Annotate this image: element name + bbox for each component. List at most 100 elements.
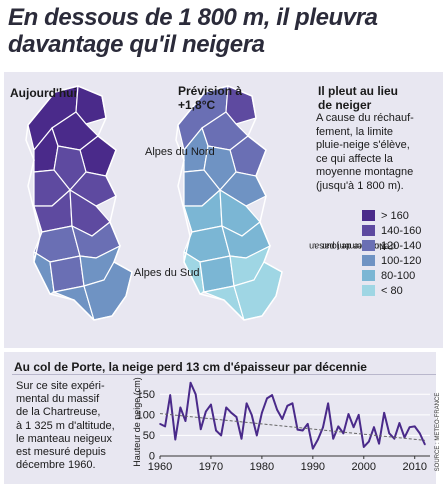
source-text: SOURCE : METEO-FRANCE bbox=[435, 392, 441, 472]
data-point bbox=[342, 432, 345, 435]
data-point bbox=[189, 381, 192, 384]
x-tick-label: 1960 bbox=[148, 461, 172, 473]
data-point bbox=[159, 423, 161, 425]
legend-item-label: < 80 bbox=[381, 284, 403, 297]
snow-depth-line bbox=[159, 381, 426, 450]
data-point bbox=[225, 406, 228, 409]
subtitle-divider bbox=[12, 374, 436, 375]
data-point bbox=[373, 426, 375, 429]
data-point bbox=[276, 409, 278, 411]
map-today-label: Aujourd'hui bbox=[10, 86, 77, 100]
data-point bbox=[413, 425, 416, 428]
legend-swatch bbox=[362, 270, 375, 281]
data-point bbox=[220, 434, 222, 437]
legend-item-label: 140-160 bbox=[381, 224, 422, 237]
y-tick-label: 150 bbox=[137, 389, 155, 401]
map-today bbox=[25, 85, 133, 321]
data-point bbox=[383, 412, 385, 414]
legend-item: 80-100 bbox=[362, 268, 421, 283]
description-line: à 1 325 m d'altitude, bbox=[16, 419, 115, 432]
chart-subtitle: Au col de Porte, la neige perd 13 cm d'é… bbox=[14, 360, 367, 374]
legend-swatch bbox=[362, 225, 375, 236]
x-tick-label: 2000 bbox=[352, 461, 376, 473]
data-point bbox=[266, 397, 268, 400]
data-point bbox=[362, 446, 365, 448]
map-outline bbox=[25, 85, 133, 321]
data-point bbox=[240, 437, 243, 440]
data-point bbox=[179, 406, 182, 409]
trend-line bbox=[159, 413, 425, 441]
chart-description: Sur ce site expéri- mental du massif de … bbox=[16, 380, 134, 472]
y-tick-label: 100 bbox=[137, 409, 155, 421]
data-point bbox=[291, 402, 294, 405]
legend-item-label: 80-100 bbox=[381, 269, 416, 282]
data-point bbox=[357, 414, 360, 416]
data-point bbox=[408, 426, 411, 429]
map-region bbox=[69, 171, 117, 207]
data-point bbox=[368, 440, 370, 443]
data-point bbox=[419, 432, 421, 435]
legend-item-label: > 160 bbox=[381, 209, 409, 222]
data-point bbox=[337, 425, 340, 428]
data-point bbox=[312, 447, 314, 450]
data-point bbox=[261, 412, 263, 414]
region-south-label: Alpes du Sud bbox=[134, 267, 200, 279]
data-point bbox=[378, 442, 380, 445]
map-forecast-label-line1: Prévision à bbox=[178, 84, 243, 98]
data-point bbox=[352, 426, 355, 429]
data-point bbox=[235, 416, 238, 418]
legend: > 160 140-160 120-140 100-120 80-100 < 8… bbox=[362, 208, 421, 298]
sidebar-text-line: moyenne montagne bbox=[316, 166, 414, 178]
description-line: est mesuré depuis bbox=[16, 446, 106, 459]
legend-swatch bbox=[362, 285, 375, 296]
data-point bbox=[194, 393, 197, 396]
sidebar-text-line: (jusqu'à 1 800 m). bbox=[316, 179, 404, 192]
description-line: le manteau neigeux bbox=[16, 432, 113, 445]
legend-item: 140-160 bbox=[362, 223, 421, 238]
sidebar-title-line1: Il pleut au lieu bbox=[318, 84, 399, 98]
data-point bbox=[164, 425, 166, 428]
legend-swatch bbox=[362, 255, 375, 266]
data-point bbox=[388, 432, 391, 435]
y-tick-label: 0 bbox=[149, 451, 155, 463]
data-point bbox=[347, 413, 350, 415]
map-outline bbox=[175, 85, 283, 321]
data-point bbox=[215, 429, 217, 432]
legend-item-label: 100-120 bbox=[381, 254, 422, 267]
data-point bbox=[199, 428, 202, 431]
data-point bbox=[286, 405, 289, 407]
sidebar-text-line: fement, la limite bbox=[316, 125, 394, 138]
map-region bbox=[219, 171, 267, 207]
data-point bbox=[230, 412, 233, 414]
sidebar-text: A cause du réchauf- fement, la limite pl… bbox=[316, 112, 438, 193]
data-point bbox=[205, 410, 207, 413]
sidebar-text-line: A cause du réchauf- bbox=[316, 112, 414, 124]
data-point bbox=[327, 402, 329, 405]
data-point bbox=[281, 418, 284, 420]
legend-swatch bbox=[362, 240, 375, 251]
data-point bbox=[317, 438, 319, 441]
description-line: Sur ce site expéri- bbox=[16, 380, 105, 392]
data-point bbox=[184, 420, 187, 422]
map-forecast-label-line2: +1,8°C bbox=[178, 98, 216, 112]
sidebar-title-line2: de neiger bbox=[318, 98, 372, 112]
sidebar-title: Il pleut au lieu de neiger bbox=[318, 84, 438, 112]
data-point bbox=[169, 394, 171, 396]
source-credit: SOURCE : METEO-FRANCE bbox=[432, 392, 444, 472]
data-point bbox=[301, 429, 304, 432]
legend-item: < 80 bbox=[362, 283, 421, 298]
x-tick-label: 2010 bbox=[402, 461, 426, 473]
data-point bbox=[424, 443, 426, 446]
region-north-label: Alpes du Nord bbox=[145, 146, 215, 158]
sidebar-text-line: ce qui affecte la bbox=[316, 152, 393, 165]
data-point bbox=[255, 434, 258, 437]
data-point bbox=[250, 414, 253, 416]
data-point bbox=[296, 428, 299, 431]
description-line: mental du massif bbox=[16, 393, 100, 406]
x-tick-label: 1980 bbox=[250, 461, 274, 473]
map-forecast bbox=[175, 85, 283, 321]
legend-item: > 160 bbox=[362, 208, 421, 223]
description-line: décembre 1960. bbox=[16, 459, 96, 472]
